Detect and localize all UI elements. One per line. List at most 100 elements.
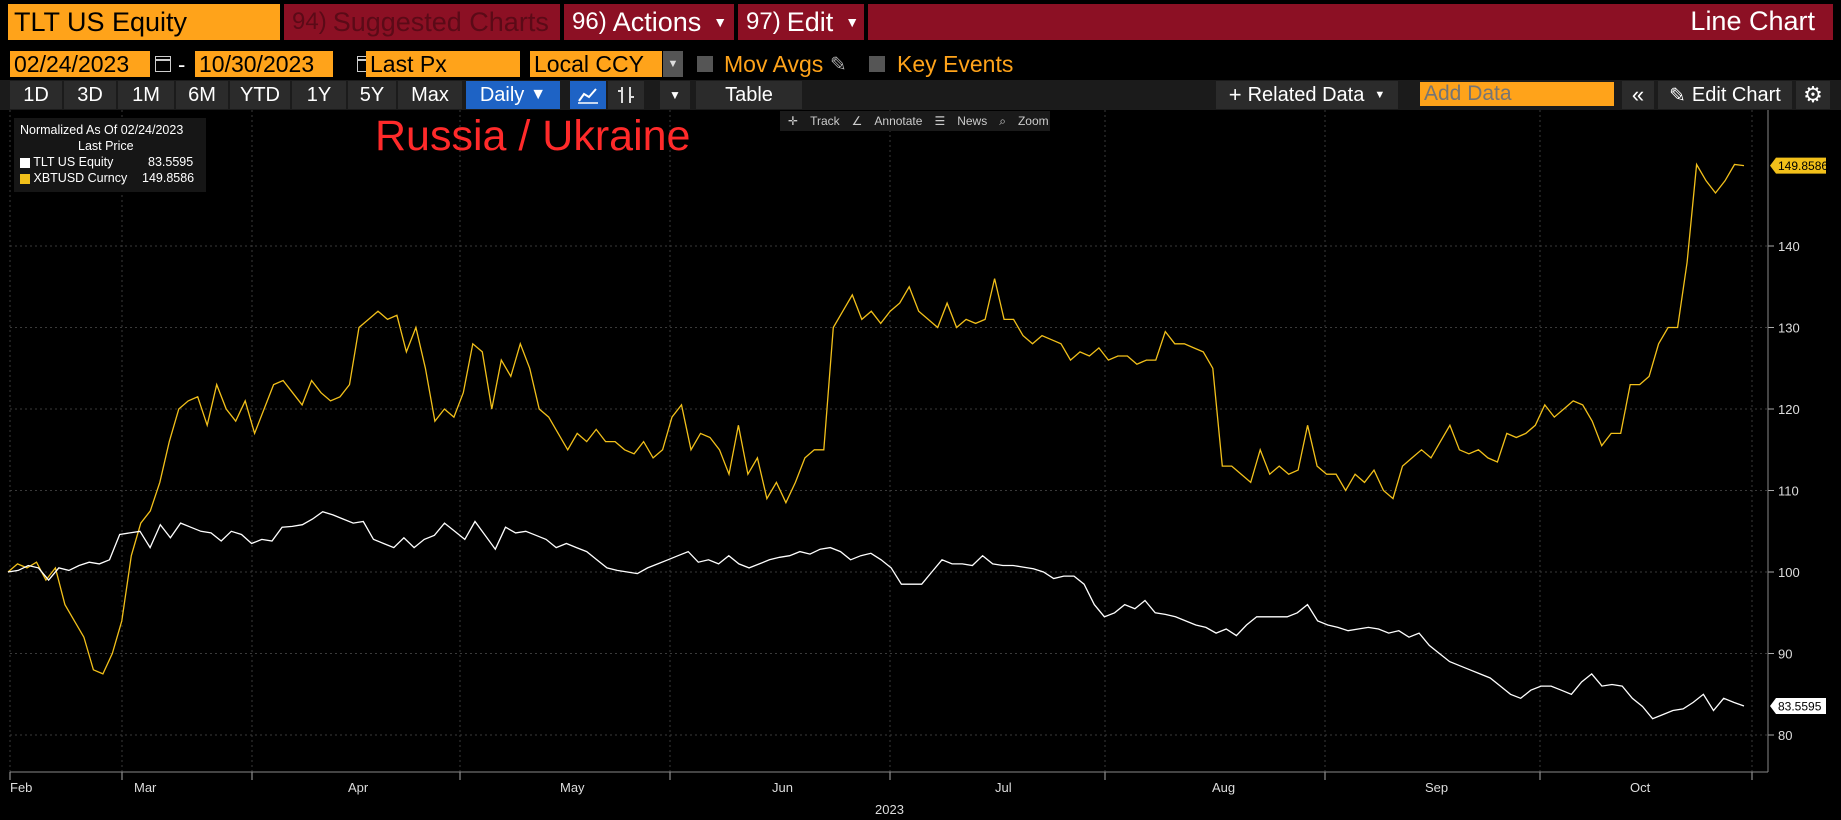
legend-item-tlt[interactable]: TLT US Equity 83.5595 bbox=[20, 155, 200, 171]
period-1d[interactable]: 1D bbox=[10, 81, 62, 109]
double-chevron-left-icon[interactable]: « bbox=[1622, 81, 1654, 109]
mov-avgs-checkbox[interactable] bbox=[697, 56, 713, 72]
x-axis-year-label: 2023 bbox=[875, 802, 904, 817]
add-data-input[interactable] bbox=[1420, 82, 1614, 106]
calendar-icon[interactable] bbox=[155, 56, 171, 72]
actions-menu[interactable]: 96) Actions ▼ bbox=[564, 4, 734, 40]
x-tick-label: Oct bbox=[1630, 780, 1651, 795]
edit-chart-button[interactable]: ✎ Edit Chart bbox=[1658, 81, 1792, 109]
last-value-label: 83.5595 bbox=[1778, 699, 1822, 713]
edit-num: 97) bbox=[746, 8, 781, 35]
legend-swatch bbox=[20, 157, 30, 168]
field-select[interactable]: Last Px bbox=[366, 51, 520, 77]
line-chart[interactable]: 80 90 100 110 120 130 140 Feb Mar Apr May Jun Jul Aug… bbox=[0, 110, 1841, 820]
series-line-xbtusd[interactable] bbox=[7, 162, 1745, 675]
mov-avgs-label: Mov Avgs bbox=[724, 51, 824, 77]
series-line-tlt[interactable] bbox=[7, 510, 1745, 720]
table-button[interactable]: Table bbox=[696, 81, 802, 109]
period-max[interactable]: Max bbox=[398, 81, 462, 109]
title-bar bbox=[868, 4, 1833, 40]
chevron-down-icon[interactable]: ▼ bbox=[660, 81, 690, 109]
chevron-down-icon: ▼ bbox=[1374, 89, 1386, 101]
legend-subheader: Last Price bbox=[78, 139, 134, 153]
end-date-input[interactable]: 10/30/2023 bbox=[195, 51, 333, 77]
legend-item-name: TLT US Equity bbox=[33, 155, 114, 169]
line-chart-icon[interactable] bbox=[570, 81, 606, 109]
period-1m[interactable]: 1M bbox=[118, 81, 174, 109]
frequency-label: Daily bbox=[479, 83, 525, 106]
related-data-button[interactable]: + Related Data ▼ bbox=[1216, 81, 1398, 109]
chevron-down-icon: ▼ bbox=[713, 14, 728, 30]
pencil-icon: ✎ bbox=[1669, 84, 1686, 107]
key-events-checkbox[interactable] bbox=[869, 56, 885, 72]
y-tick-label: 130 bbox=[1778, 321, 1800, 336]
legend-item-xbt[interactable]: XBTUSD Curncy 149.8586 bbox=[20, 171, 200, 187]
x-tick-label: Feb bbox=[10, 780, 32, 795]
y-tick-label: 100 bbox=[1778, 565, 1800, 580]
crosshair-icon[interactable]: ✛ bbox=[788, 114, 799, 128]
pencil-icon[interactable]: ∠ bbox=[851, 114, 863, 128]
y-tick-label: 80 bbox=[1778, 728, 1792, 743]
chevron-down-icon: ▼ bbox=[845, 14, 860, 30]
edit-label: Edit bbox=[786, 6, 834, 37]
legend-swatch bbox=[20, 173, 30, 184]
frequency-select[interactable]: Daily ▼ bbox=[466, 81, 560, 109]
gear-icon[interactable]: ⚙ bbox=[1796, 81, 1830, 109]
start-date-input[interactable]: 02/24/2023 bbox=[10, 51, 150, 77]
legend-item-value: 149.8586 bbox=[142, 171, 195, 185]
actions-num: 96) bbox=[572, 8, 607, 35]
x-tick-label: Mar bbox=[134, 780, 157, 795]
chart-type-title: Line Chart bbox=[1690, 6, 1815, 36]
chart-subtools: ✛ Track ∠ Annotate ☰ News ⌕ Zoom bbox=[780, 111, 1050, 131]
end-date-value: 10/30/2023 bbox=[199, 50, 315, 77]
chevron-down-icon[interactable]: ▼ bbox=[663, 51, 683, 77]
y-tick-label: 110 bbox=[1778, 484, 1799, 499]
security-label: TLT US Equity bbox=[14, 6, 188, 37]
suggested-charts-menu[interactable]: 94) Suggested Charts bbox=[284, 4, 560, 40]
last-value-tag bbox=[1770, 697, 1826, 714]
caret-down-icon: ▼ bbox=[530, 86, 547, 103]
y-tick-label: 140 bbox=[1778, 239, 1800, 254]
x-tick-label: May bbox=[560, 780, 585, 795]
period-5y[interactable]: 5Y bbox=[348, 81, 396, 109]
x-tick-label: Sep bbox=[1425, 780, 1448, 795]
track-tool[interactable]: Track bbox=[810, 114, 840, 128]
annotate-tool[interactable]: Annotate bbox=[874, 114, 923, 128]
period-6m[interactable]: 6M bbox=[176, 81, 228, 109]
x-tick-label: Aug bbox=[1212, 780, 1235, 795]
chart-area[interactable] bbox=[0, 110, 1841, 820]
y-tick-label: 120 bbox=[1778, 402, 1800, 417]
period-1y[interactable]: 1Y bbox=[292, 81, 346, 109]
legend-header: Normalized As Of 02/24/2023 bbox=[20, 123, 184, 137]
security-field[interactable]: TLT US Equity bbox=[8, 4, 280, 40]
x-tick-label: Apr bbox=[348, 780, 369, 795]
currency-select[interactable]: Local CCY bbox=[530, 51, 662, 77]
chart-legend: Normalized As Of 02/24/2023 Last Price T… bbox=[14, 118, 206, 192]
y-tick-label: 90 bbox=[1778, 647, 1792, 662]
period-3d[interactable]: 3D bbox=[64, 81, 116, 109]
edit-menu[interactable]: 97) Edit ▼ bbox=[738, 4, 864, 40]
last-value-tag bbox=[1770, 157, 1826, 174]
zoom-tool[interactable]: Zoom bbox=[1017, 114, 1049, 128]
ohlc-bars-icon[interactable] bbox=[608, 81, 644, 109]
magnifier-icon[interactable]: ⌕ bbox=[999, 113, 1006, 128]
pencil-icon[interactable]: ✎ bbox=[830, 54, 847, 76]
annotation-text: Russia / Ukraine bbox=[375, 112, 691, 160]
x-tick-label: Jun bbox=[772, 780, 793, 795]
x-tick-label: Jul bbox=[995, 780, 1012, 795]
legend-item-value: 83.5595 bbox=[148, 155, 194, 169]
plus-icon: + bbox=[1228, 82, 1242, 107]
news-tool[interactable]: News bbox=[957, 114, 988, 128]
currency-value: Local CCY bbox=[534, 50, 644, 77]
date-separator: - bbox=[178, 52, 186, 77]
edit-chart-label: Edit Chart bbox=[1691, 83, 1781, 106]
field-value: Last Px bbox=[370, 50, 447, 77]
actions-label: Actions bbox=[612, 6, 702, 37]
related-data-label: Related Data bbox=[1247, 83, 1365, 106]
news-icon[interactable]: ☰ bbox=[934, 114, 946, 128]
start-date-value: 02/24/2023 bbox=[14, 50, 130, 77]
suggested-label: Suggested Charts bbox=[332, 6, 549, 37]
legend-item-name: XBTUSD Curncy bbox=[33, 171, 128, 185]
period-ytd[interactable]: YTD bbox=[230, 81, 290, 109]
key-events-label: Key Events bbox=[897, 51, 1014, 77]
